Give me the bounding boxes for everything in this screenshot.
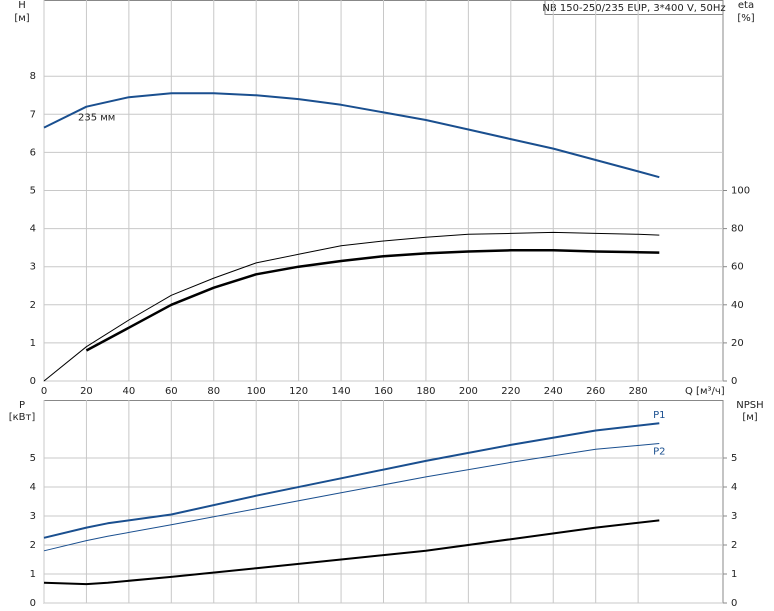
series-label: 235 мм <box>78 113 115 124</box>
y-unit: [м] <box>14 13 29 24</box>
y2-tick-label: 1 <box>731 569 737 580</box>
y-tick-label: 1 <box>30 338 36 349</box>
x-tick-label: 160 <box>374 386 393 397</box>
series-label: P1 <box>653 410 665 421</box>
x-tick-label: 140 <box>332 386 351 397</box>
x-tick-label: 80 <box>207 386 220 397</box>
x-label: Q [м³/ч] <box>685 386 725 397</box>
curve <box>43 92 660 179</box>
y-tick-label: 4 <box>30 224 36 235</box>
curve <box>85 249 660 352</box>
x-tick-label: 120 <box>289 386 308 397</box>
x-tick-label: 60 <box>165 386 178 397</box>
x-tick-label: 280 <box>629 386 648 397</box>
y2-tick-label: 0 <box>731 598 737 609</box>
x-tick-label: 0 <box>41 386 47 397</box>
x-tick-label: 100 <box>247 386 266 397</box>
y-tick-label: 5 <box>30 453 36 464</box>
y-tick-label: 2 <box>30 540 36 551</box>
y-tick-label: 0 <box>30 376 36 387</box>
x-tick-label: 240 <box>544 386 563 397</box>
y2-tick-label: 20 <box>731 338 744 349</box>
y-tick-label: 6 <box>30 147 36 158</box>
y2-unit: [м] <box>742 412 757 423</box>
y2-tick-label: 40 <box>731 300 744 311</box>
y2-unit: [%] <box>737 13 754 24</box>
curve <box>43 231 660 382</box>
x-tick-label: 200 <box>459 386 478 397</box>
x-tick-label: 20 <box>80 386 93 397</box>
y2-tick-label: 60 <box>731 262 744 273</box>
y2-tick-label: 0 <box>731 376 737 387</box>
y-label: H <box>18 0 26 11</box>
title-box <box>544 0 724 15</box>
y-tick-label: 3 <box>30 511 36 522</box>
x-tick-label: 180 <box>416 386 435 397</box>
y-tick-label: 1 <box>30 569 36 580</box>
chart-title: NB 150-250/235 EUP, 3*400 V, 50Hz <box>542 3 725 14</box>
y-tick-label: 8 <box>30 71 36 82</box>
y2-label: eta <box>738 0 754 11</box>
y-tick-label: 7 <box>30 109 36 120</box>
y-tick-label: 4 <box>30 482 36 493</box>
y2-tick-label: 4 <box>731 482 737 493</box>
y2-tick-label: 80 <box>731 224 744 235</box>
y2-tick-label: 5 <box>731 453 737 464</box>
y2-tick-label: 2 <box>731 540 737 551</box>
series-label: P2 <box>653 447 665 458</box>
curve <box>43 443 660 552</box>
y-unit: [кВт] <box>9 412 36 423</box>
y-tick-label: 2 <box>30 300 36 311</box>
y2-tick-label: 100 <box>731 186 750 197</box>
y-tick-label: 0 <box>30 598 36 609</box>
y2-label: NPSH <box>736 400 763 411</box>
curve <box>43 422 660 539</box>
x-tick-label: 260 <box>586 386 605 397</box>
y2-tick-label: 3 <box>731 511 737 522</box>
curve <box>43 519 660 586</box>
y-label: P <box>19 400 25 411</box>
x-tick-label: 40 <box>123 386 136 397</box>
y-tick-label: 3 <box>30 262 36 273</box>
y-tick-label: 5 <box>30 186 36 197</box>
x-tick-label: 220 <box>501 386 520 397</box>
